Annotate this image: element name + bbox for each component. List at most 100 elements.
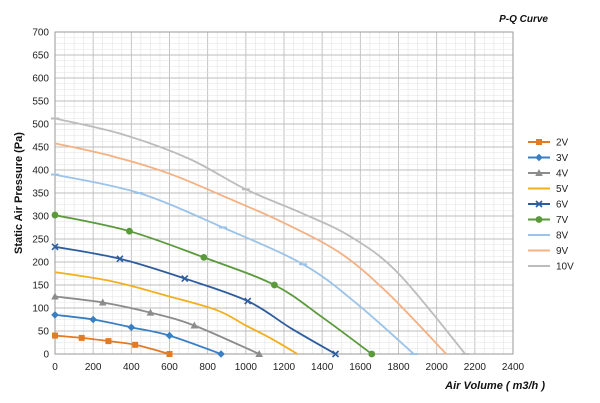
grid xyxy=(54,31,514,355)
legend-marker xyxy=(536,139,542,145)
y-tick-label: 450 xyxy=(32,143,49,154)
x-tick-label: 1600 xyxy=(349,362,372,373)
data-point-2v xyxy=(105,338,112,345)
y-tick-label: 650 xyxy=(32,51,49,62)
y-tick-label: 600 xyxy=(32,74,49,85)
y-tick-label: 550 xyxy=(32,97,49,108)
series-8v xyxy=(51,173,418,355)
series-line-5v xyxy=(54,271,298,355)
series-4v xyxy=(51,292,263,357)
legend-item-4v: 4V xyxy=(528,169,569,180)
x-tick-label: 1000 xyxy=(235,362,258,373)
y-tick-label: 250 xyxy=(32,235,49,246)
series-7v xyxy=(51,211,376,358)
legend-label: 6V xyxy=(556,200,569,211)
data-point-6v xyxy=(331,350,340,358)
legend-label: 7V xyxy=(556,215,569,226)
y-tick-label: 200 xyxy=(32,258,49,269)
x-tick-label: 2200 xyxy=(464,362,487,373)
y-tick-label: 500 xyxy=(32,120,49,131)
data-point-4v xyxy=(98,298,107,306)
y-tick-label: 0 xyxy=(43,350,49,361)
series-3v xyxy=(51,311,225,358)
legend-label: 8V xyxy=(556,231,569,242)
data-point-6v xyxy=(51,243,59,251)
plot-frame xyxy=(54,31,514,355)
legend-item-7v: 7V xyxy=(528,215,569,226)
chart-title: P-Q Curve xyxy=(499,14,548,25)
y-axis-ticks: 0 50 100 150 200 250 300 350 400 450 500 550 600 650 7… xyxy=(32,28,49,361)
x-tick-label: 600 xyxy=(161,362,178,373)
y-tick-label: 700 xyxy=(32,28,49,39)
data-point-6v xyxy=(116,255,124,263)
series-2v xyxy=(52,332,173,357)
y-tick-label: 50 xyxy=(38,327,50,338)
x-tick-label: 400 xyxy=(123,362,140,373)
series-line-7v xyxy=(54,214,373,355)
legend-item-9v: 9V xyxy=(528,246,569,257)
legend-label: 4V xyxy=(556,169,569,180)
legend-marker xyxy=(535,169,543,176)
y-tick-label: 350 xyxy=(32,189,49,200)
legend-marker xyxy=(535,216,543,223)
data-point-7v xyxy=(200,254,208,261)
x-tick-label: 1800 xyxy=(387,362,410,373)
x-tick-label: 2000 xyxy=(426,362,449,373)
legend-item-8v: 8V xyxy=(528,231,569,242)
legend-label: 5V xyxy=(556,184,569,195)
legend-item-10v: 10V xyxy=(528,262,574,273)
data-point-6v xyxy=(181,274,189,283)
series-line-10v xyxy=(54,117,466,355)
legend-item-3v: 3V xyxy=(528,153,569,164)
legend-label: 9V xyxy=(556,246,569,257)
legend-label: 2V xyxy=(556,138,569,149)
data-point-2v xyxy=(166,351,173,357)
x-tick-label: 1400 xyxy=(311,362,334,373)
data-point-7v xyxy=(126,227,133,235)
data-point-3v xyxy=(89,315,97,324)
data-point-2v xyxy=(132,341,139,348)
series-line-8v xyxy=(54,173,415,355)
legend-marker xyxy=(535,200,543,208)
data-point-4v xyxy=(190,321,199,329)
data-point-7v xyxy=(51,211,59,219)
y-axis-label: Static Air Pressure (Pa) xyxy=(13,132,25,254)
series-6v xyxy=(51,243,340,358)
x-tick-label: 200 xyxy=(85,362,102,373)
x-tick-label: 1200 xyxy=(273,362,296,373)
y-tick-label: 100 xyxy=(32,304,49,315)
legend-item-6v: 6V xyxy=(528,200,569,211)
legend-item-5v: 5V xyxy=(528,184,569,195)
x-axis-label: Air Volume ( m3/h ) xyxy=(444,380,545,392)
legend-item-2v: 2V xyxy=(528,138,569,149)
legend-marker xyxy=(535,153,543,162)
data-point-4v xyxy=(255,350,263,357)
x-tick-label: 2400 xyxy=(502,362,525,373)
data-point-7v xyxy=(368,350,376,358)
data-point-2v xyxy=(78,334,85,341)
data-point-2v xyxy=(52,332,58,339)
series-10v xyxy=(51,117,470,355)
data-point-3v xyxy=(51,311,59,319)
data-point-3v xyxy=(127,323,136,332)
data-point-4v xyxy=(51,292,59,300)
x-tick-label: 800 xyxy=(199,362,216,373)
series-line-6v xyxy=(54,245,336,355)
data-point-3v xyxy=(217,350,225,358)
x-axis-ticks: 0 200 400 600 800 1000 1200 1400 1600 1800 2000 220… xyxy=(52,362,524,373)
legend-label: 10V xyxy=(556,262,574,273)
y-tick-label: 400 xyxy=(32,166,49,177)
series-9v xyxy=(54,142,447,355)
y-tick-label: 300 xyxy=(32,212,49,223)
legend-label: 3V xyxy=(556,153,569,164)
data-point-7v xyxy=(271,281,278,289)
x-tick-label: 0 xyxy=(52,362,58,373)
data-point-3v xyxy=(165,331,174,340)
series-layer xyxy=(51,117,470,358)
data-point-6v xyxy=(244,297,252,305)
y-tick-label: 150 xyxy=(32,281,49,292)
series-line-9v xyxy=(54,142,447,355)
data-point-4v xyxy=(146,308,155,316)
legend: 2V 3V 4V 5V 6V 7V 8V 9V 10V xyxy=(528,138,574,273)
